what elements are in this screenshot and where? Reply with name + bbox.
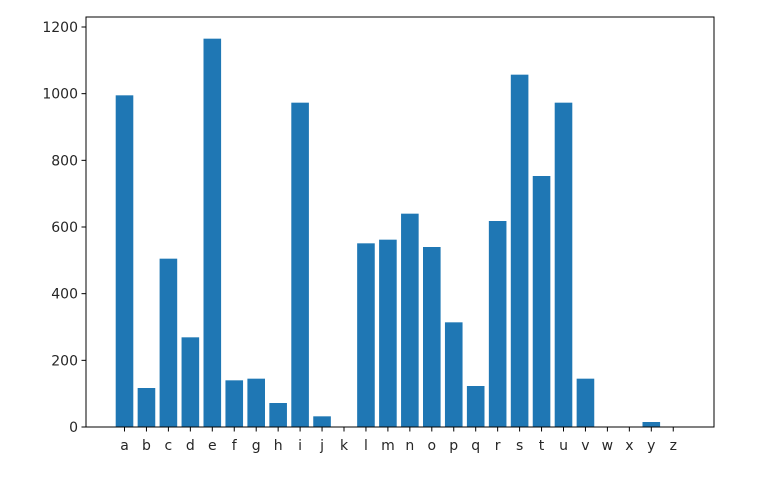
y-tick-label: 600 [51, 220, 78, 236]
bar-u [554, 102, 573, 428]
bar-h [269, 403, 287, 427]
bar-f [225, 380, 244, 427]
bar-o [423, 247, 441, 427]
x-tick-label: r [495, 438, 501, 454]
y-tick-label: 1000 [42, 87, 78, 103]
x-tick-label: c [165, 438, 173, 454]
x-tick-label: u [559, 438, 568, 454]
bar-j [313, 416, 331, 427]
bar-s [510, 74, 529, 428]
bar-p [444, 322, 463, 427]
x-tick-label: l [364, 438, 368, 454]
bar-i [291, 102, 309, 428]
bar-t [532, 176, 551, 427]
bar-m [379, 239, 397, 427]
x-tick-label: s [516, 438, 523, 454]
x-tick-label: d [186, 438, 195, 454]
plot-frame [85, 16, 715, 428]
bar-e [203, 38, 222, 428]
bar-g [247, 378, 265, 427]
bar-q [466, 386, 485, 427]
x-tick-label: w [602, 438, 613, 454]
y-axis: 0 200 400 600 800 1000 1200 [42, 20, 86, 436]
x-tick-label: y [647, 438, 655, 454]
bar-y [642, 422, 661, 427]
x-tick-label: v [581, 438, 589, 454]
y-tick-label: 400 [51, 287, 78, 303]
y-tick-label: 200 [51, 353, 78, 369]
x-tick-label: f [232, 438, 238, 454]
y-tick-label: 800 [51, 153, 78, 169]
bar-l [357, 243, 375, 427]
bar-n [401, 213, 419, 427]
x-tick-label: q [471, 438, 480, 454]
x-tick-label: i [298, 438, 302, 454]
bar-d [181, 337, 200, 427]
x-tick-label: k [340, 438, 349, 454]
bar-r [488, 221, 507, 427]
y-tick-label: 1200 [42, 20, 78, 36]
x-tick-label: g [252, 438, 261, 454]
bar-c [159, 258, 178, 427]
x-tick-label: a [120, 438, 129, 454]
x-tick-label: z [670, 438, 677, 454]
bar-b [137, 388, 156, 427]
x-tick-label: p [449, 438, 458, 454]
x-tick-label: n [405, 438, 414, 454]
x-tick-label: h [274, 438, 283, 454]
x-tick-label: j [319, 438, 324, 454]
bars-group [115, 38, 661, 428]
x-tick-label: b [142, 438, 151, 454]
y-tick-label: 0 [69, 420, 78, 436]
bar-v [576, 378, 595, 427]
x-tick-label: x [625, 438, 633, 454]
x-tick-label: e [208, 438, 217, 454]
bar-a [115, 95, 134, 427]
x-tick-label: m [381, 438, 395, 454]
x-tick-label: t [539, 438, 545, 454]
x-tick-label: o [428, 438, 437, 454]
